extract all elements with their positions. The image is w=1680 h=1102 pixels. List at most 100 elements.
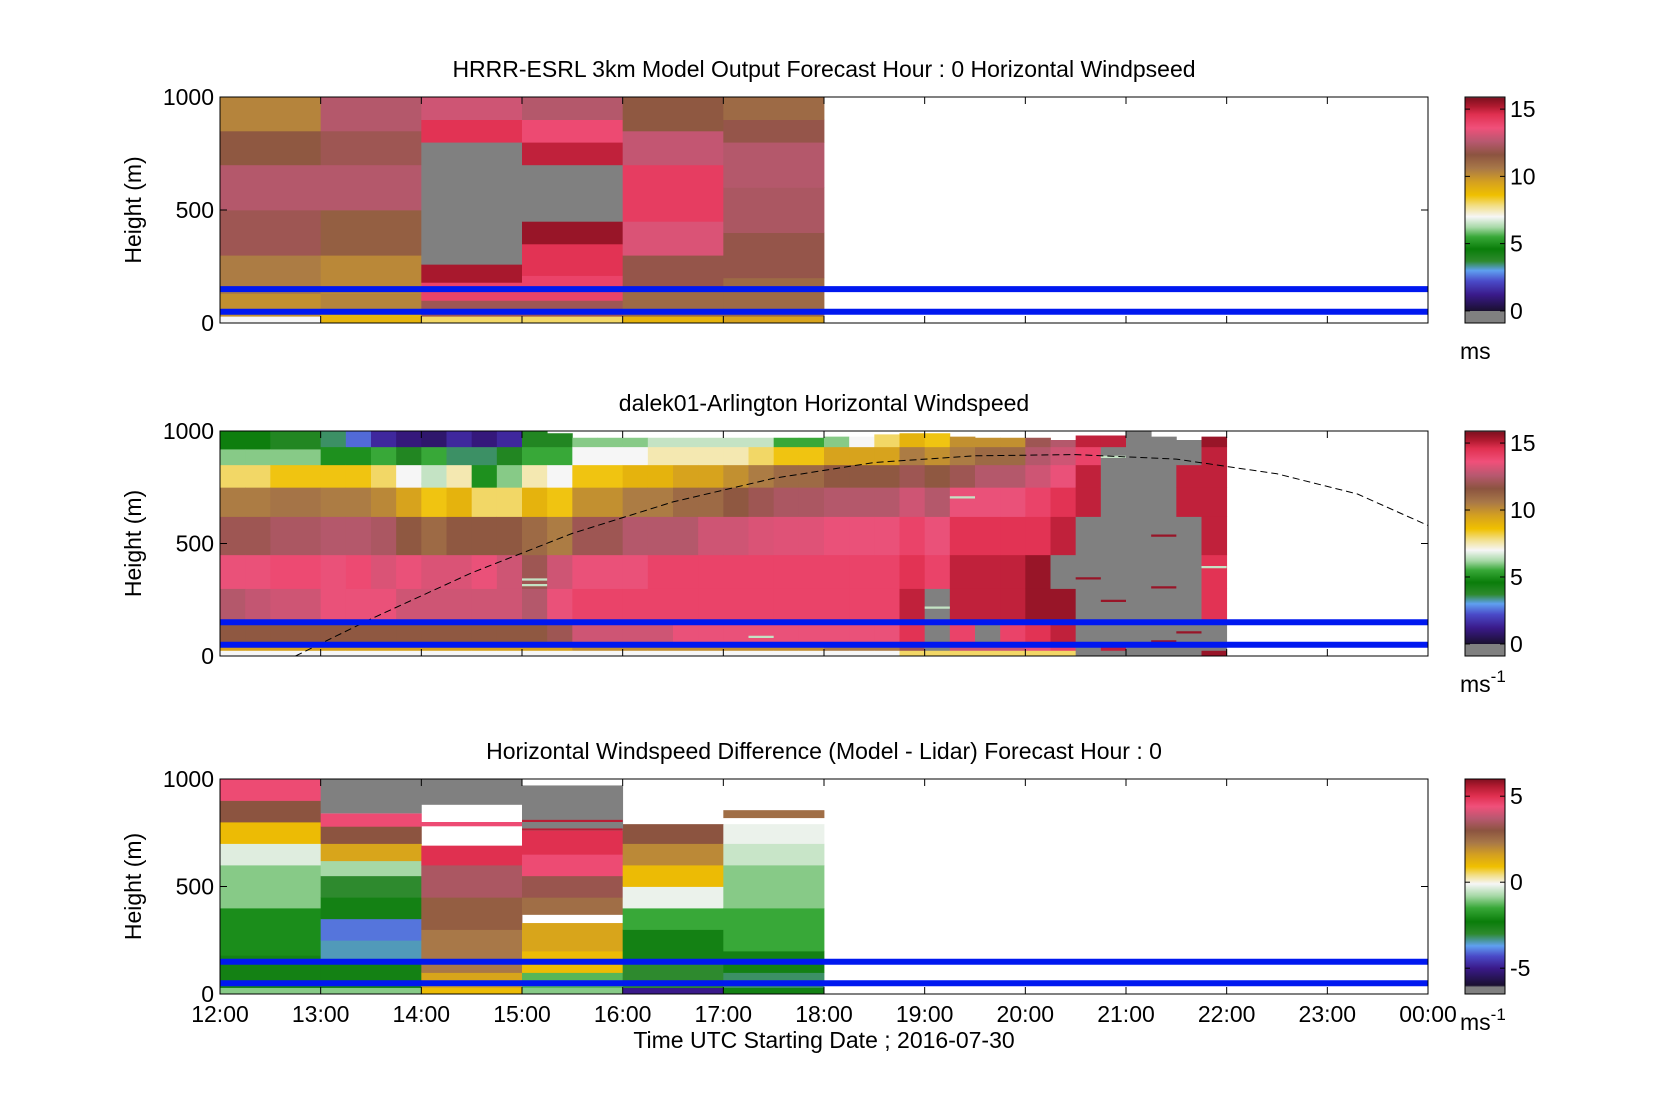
heatmap-cell <box>899 464 926 488</box>
heatmap-cell <box>1050 516 1077 556</box>
heatmap-cell <box>899 588 926 623</box>
heatmap-cell <box>245 622 271 643</box>
heatmap-cell <box>220 779 322 801</box>
heatmap-cell <box>1100 516 1127 556</box>
heatmap-cell <box>773 487 800 517</box>
heatmap-cell <box>496 622 523 643</box>
heatmap-cell <box>773 464 800 488</box>
heatmap-cell <box>220 865 322 909</box>
heatmap-cell <box>522 516 548 556</box>
heatmap-cell <box>522 164 624 222</box>
heatmap-streak <box>522 828 623 831</box>
heatmap-cell <box>1201 464 1228 488</box>
heatmap-cell <box>723 622 749 643</box>
panel-title: HRRR-ESRL 3km Model Output Forecast Hour… <box>452 56 1195 82</box>
heatmap-cell <box>1075 446 1102 466</box>
heatmap-cell <box>471 588 498 623</box>
heatmap-cell <box>320 313 422 324</box>
heatmap-cell <box>1000 487 1026 517</box>
heatmap-cell <box>899 554 926 589</box>
heatmap-cell <box>924 433 951 448</box>
heatmap-cell <box>622 97 724 132</box>
heatmap-streak <box>1075 577 1101 580</box>
heatmap-cell <box>572 437 598 448</box>
heatmap-cell <box>371 622 397 643</box>
heatmap-cell <box>798 650 825 657</box>
heatmap-cell <box>220 800 322 823</box>
heatmap-cell <box>723 554 749 589</box>
x-tick-label: 18:00 <box>795 1001 853 1027</box>
heatmap-cell <box>698 446 724 466</box>
heatmap-cell <box>345 431 372 448</box>
heatmap-cell <box>471 487 498 517</box>
heatmap-cell <box>572 516 598 556</box>
heatmap-cell <box>1201 650 1228 657</box>
heatmap-cell <box>522 221 624 245</box>
heatmap-cell <box>1100 464 1127 488</box>
heatmap-cell <box>748 554 775 589</box>
heatmap-cell <box>220 464 246 488</box>
heatmap-cell <box>446 622 473 643</box>
heatmap-cell <box>849 446 875 466</box>
y-tick-label: 0 <box>201 310 214 336</box>
heatmap-cell <box>597 516 624 556</box>
heatmap-cell <box>975 650 1001 657</box>
heatmap-cell <box>723 588 749 623</box>
heatmap-cell <box>295 449 322 466</box>
heatmap-cell <box>824 464 850 488</box>
heatmap-cell <box>421 255 523 265</box>
heatmap-cell <box>396 431 422 448</box>
x-tick-label: 22:00 <box>1198 1001 1256 1027</box>
heatmap-cell <box>924 487 951 517</box>
heatmap-cell <box>798 464 825 488</box>
heatmap-streak <box>522 584 548 587</box>
heatmap-cell <box>622 255 724 290</box>
heatmap-cell <box>245 516 271 556</box>
heatmap-cell <box>1201 446 1228 466</box>
heatmap-cell <box>647 516 674 556</box>
heatmap-streak <box>1176 631 1202 634</box>
heatmap-cell <box>698 588 724 623</box>
heatmap-cell <box>824 650 850 657</box>
heatmap-cell <box>723 908 825 952</box>
heatmap-cell <box>1126 487 1152 517</box>
heatmap-cell <box>371 516 397 556</box>
heatmap-cell <box>1151 464 1177 488</box>
heatmap-cell <box>723 232 825 279</box>
heatmap-cell <box>471 446 498 466</box>
heatmap-cell <box>496 431 523 448</box>
heatmap-cell <box>220 987 322 995</box>
heatmap-cell <box>949 436 976 448</box>
heatmap-cell <box>924 464 951 488</box>
heatmap-cell <box>849 554 875 589</box>
heatmap-cell <box>1151 487 1177 517</box>
x-tick-label: 14:00 <box>393 1001 451 1027</box>
heatmap-cell <box>698 554 724 589</box>
heatmap-cell <box>320 843 422 862</box>
heatmap-cell <box>824 622 850 643</box>
heatmap-cell <box>874 434 900 448</box>
heatmap-cell <box>949 588 976 623</box>
heatmap-cell <box>824 588 850 623</box>
heatmap-streak <box>1100 455 1126 458</box>
heatmap-cell <box>522 316 624 324</box>
heatmap-cell <box>345 487 372 517</box>
heatmap-cell <box>1176 588 1202 623</box>
heatmap-cell <box>1000 554 1026 589</box>
heatmap-cell <box>1100 554 1127 589</box>
heatmap-cell <box>1126 446 1152 466</box>
heatmap-cell <box>320 431 347 448</box>
colorbar-unit-superscript: -1 <box>1491 667 1506 686</box>
heatmap-cell <box>723 316 825 324</box>
heatmap-cell <box>975 437 1001 448</box>
heatmap-cell <box>622 130 724 166</box>
heatmap-cell <box>396 554 422 589</box>
colorbar-tick-label: 15 <box>1510 96 1536 122</box>
heatmap-cell <box>245 464 271 488</box>
heatmap-cell <box>723 119 825 143</box>
heatmap-cell <box>572 650 598 657</box>
heatmap-cell <box>547 464 573 488</box>
heatmap-cell <box>798 622 825 643</box>
heatmap-cell <box>320 826 422 844</box>
heatmap-cell <box>874 588 900 623</box>
